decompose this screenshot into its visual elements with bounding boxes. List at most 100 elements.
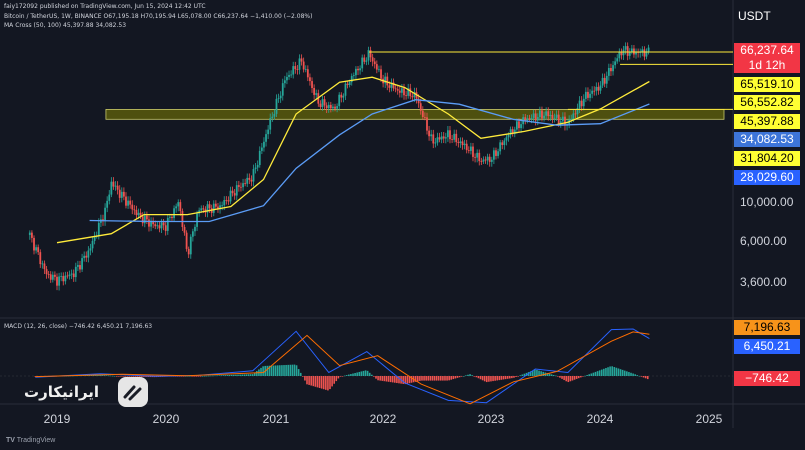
macd-histogram-bar — [437, 376, 440, 381]
candle-body — [237, 185, 240, 187]
candle-body — [453, 133, 456, 140]
candle-body — [141, 216, 144, 224]
macd-histogram-bar — [274, 365, 277, 376]
macd-histogram-bar — [134, 376, 137, 377]
macd-histogram-bar — [598, 370, 601, 376]
candle-body — [373, 61, 376, 65]
macd-histogram-bar — [220, 375, 223, 376]
candle-body — [89, 248, 92, 251]
candle-body — [294, 66, 297, 70]
macd-histogram-bar — [575, 376, 578, 379]
candle-body — [114, 185, 117, 187]
macd-histogram-bar — [462, 375, 465, 377]
candle-body — [589, 93, 591, 98]
macd-histogram-bar — [118, 376, 120, 377]
macd-histogram-bar — [122, 376, 124, 377]
macd-histogram-bar — [500, 376, 503, 380]
macd-histogram-bar — [312, 376, 315, 387]
year-label: 2020 — [152, 412, 180, 426]
candle-body — [125, 196, 127, 206]
candle-body — [578, 100, 581, 109]
candle-body — [607, 67, 610, 76]
candle-body — [591, 90, 594, 94]
candle-body — [426, 117, 428, 131]
macd-histogram-bar — [502, 376, 505, 380]
candle-body — [513, 129, 516, 134]
support-zone — [105, 109, 725, 120]
macd-histogram-bar — [195, 376, 198, 377]
macd-histogram-bar — [626, 371, 628, 376]
candle-body — [605, 75, 608, 84]
macd-histogram-bar — [542, 371, 545, 376]
ma100-line — [89, 99, 650, 223]
candle-body — [108, 194, 111, 201]
candle-body — [536, 117, 539, 121]
candle-body — [482, 159, 485, 162]
macd-histogram-bar — [120, 376, 122, 377]
candle-body — [469, 146, 472, 151]
candle-body — [51, 274, 54, 280]
macd-histogram-bar — [448, 376, 450, 381]
candle-body — [342, 95, 345, 98]
candle-body — [428, 130, 430, 137]
macd-histogram-bar — [373, 376, 375, 377]
macd-histogram-bar — [281, 365, 283, 376]
macd-histogram-bar — [460, 376, 463, 377]
candle-body — [315, 93, 318, 95]
candle-body — [283, 80, 286, 84]
candle-body — [432, 134, 435, 144]
macd-histogram-bar — [394, 376, 396, 383]
macd-histogram-bar — [320, 376, 323, 389]
macd-histogram-bar — [270, 365, 273, 376]
candle-body — [593, 90, 596, 92]
macd-histogram-bar — [207, 375, 210, 377]
candle-body — [355, 68, 357, 76]
macd-histogram-bar — [498, 376, 501, 381]
macd-histogram-bar — [212, 375, 214, 377]
candle-body — [394, 88, 397, 90]
candle-body — [511, 129, 514, 134]
candle-body — [365, 60, 368, 62]
macd-histogram-bar — [210, 375, 212, 377]
currency-unit[interactable]: USDT — [738, 9, 771, 23]
candle-body — [321, 99, 324, 108]
candle-body — [156, 225, 159, 227]
candle-body — [424, 116, 426, 118]
macd-histogram-bar — [573, 376, 576, 380]
iranicard-watermark-logo — [118, 377, 148, 407]
candle-body — [152, 221, 155, 225]
macd-histogram-bar — [197, 376, 200, 377]
last-price-tag: 66,237.64 — [734, 43, 800, 58]
macd-histogram-bar — [214, 375, 216, 377]
macd-histogram-bar — [327, 376, 329, 391]
candle-body — [244, 183, 247, 184]
candle-body — [189, 236, 192, 255]
macd-histogram-bar — [406, 376, 409, 384]
macd-histogram-bar — [276, 365, 279, 376]
level-tag: 28,029.60 — [734, 170, 800, 185]
macd-histogram-bar — [596, 371, 599, 376]
candle-body — [200, 208, 203, 211]
macd-histogram-bar — [366, 370, 369, 376]
macd-histogram-bar — [218, 375, 221, 376]
macd-histogram-bar — [506, 376, 509, 379]
candle-body — [263, 141, 265, 148]
macd-histogram-bar — [262, 366, 264, 376]
candle-body — [417, 98, 420, 104]
macd-histogram-bar — [642, 376, 645, 378]
macd-histogram-bar — [456, 376, 459, 378]
macd-histogram-bar — [249, 374, 252, 376]
macd-histogram-bar — [590, 373, 593, 376]
logo-badge — [118, 377, 148, 407]
candle-body — [447, 130, 449, 138]
macd-histogram-bar — [111, 375, 114, 377]
macd-histogram-bar — [126, 376, 129, 377]
macd-histogram-bar — [228, 374, 231, 376]
logo-mark-icon — [123, 385, 142, 401]
candle-body — [235, 185, 238, 196]
macd-histogram-bar — [559, 376, 561, 378]
candle-body — [173, 208, 175, 219]
macd-histogram-bar — [571, 376, 574, 381]
candle-body — [572, 113, 575, 120]
